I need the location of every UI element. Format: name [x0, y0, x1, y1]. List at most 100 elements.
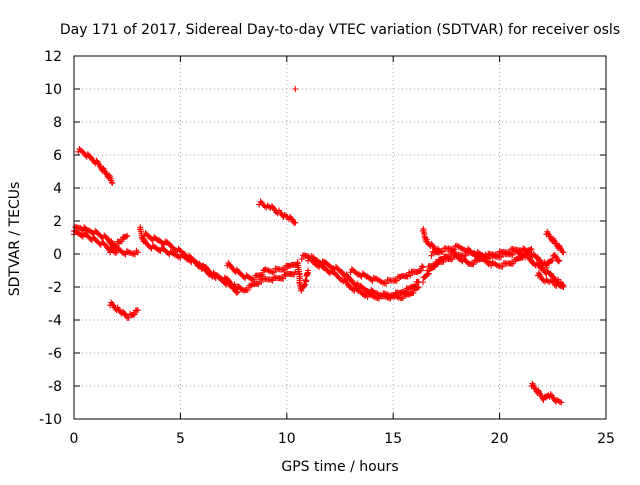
data-point	[559, 283, 566, 290]
data-point	[283, 213, 290, 220]
data-point	[122, 251, 129, 258]
data-point	[268, 276, 275, 283]
data-point	[549, 257, 556, 264]
data-point	[269, 277, 276, 284]
x-tick-label: 10	[278, 431, 296, 447]
data-point	[399, 295, 406, 302]
data-point	[378, 292, 385, 299]
data-point	[470, 261, 477, 268]
data-point	[109, 180, 116, 187]
data-point	[258, 279, 265, 286]
data-point	[196, 260, 203, 267]
data-point	[395, 294, 402, 301]
y-tick-label: -4	[48, 313, 62, 329]
data-point	[384, 294, 391, 301]
data-point	[113, 249, 120, 256]
data-point	[385, 295, 392, 302]
data-point	[373, 294, 380, 301]
y-tick-label: 0	[53, 247, 62, 263]
x-axis-label: GPS time / hours	[281, 459, 398, 475]
x-tick-label: 20	[491, 431, 509, 447]
data-point	[113, 242, 120, 249]
data-point	[446, 253, 453, 260]
data-point	[374, 295, 381, 302]
data-point	[378, 279, 385, 286]
data-point	[390, 292, 397, 299]
data-point	[459, 246, 466, 253]
data-point	[292, 86, 299, 92]
data-point	[556, 257, 563, 264]
data-point	[271, 205, 278, 212]
data-point	[259, 271, 266, 278]
data-point	[493, 262, 500, 268]
segment-main-track-upper	[71, 224, 141, 258]
data-point	[383, 280, 390, 287]
data-point	[482, 251, 489, 258]
data-point	[424, 267, 431, 274]
data-point	[560, 282, 567, 289]
x-tick-label: 15	[384, 431, 402, 447]
data-point	[376, 295, 383, 302]
data-point	[391, 292, 398, 299]
data-point	[383, 293, 390, 300]
data-layer	[71, 86, 567, 406]
data-point	[449, 256, 456, 263]
data-point	[417, 267, 424, 274]
data-point	[121, 250, 128, 257]
data-point	[483, 254, 490, 261]
y-tick-label: 2	[53, 214, 62, 230]
segment-high-decline-0	[75, 145, 116, 187]
data-point	[509, 260, 516, 267]
segment-outlier	[292, 86, 299, 92]
data-point	[434, 260, 441, 267]
y-tick-label: -2	[48, 280, 62, 296]
segment-drop-10-5	[294, 260, 312, 294]
segment-isolated-high-9	[256, 198, 299, 226]
data-point	[543, 264, 550, 271]
segment-mid-b	[141, 230, 299, 294]
data-point	[271, 269, 278, 276]
segment-rise-22	[543, 252, 563, 271]
data-point	[305, 267, 312, 274]
data-point	[557, 282, 564, 289]
data-point	[486, 258, 493, 265]
data-point	[419, 264, 426, 271]
data-point	[528, 246, 535, 253]
data-point	[281, 266, 288, 273]
data-point	[428, 252, 435, 259]
data-point	[560, 249, 567, 256]
data-point	[354, 280, 361, 287]
data-point	[495, 252, 502, 259]
data-point	[123, 233, 130, 240]
data-point	[263, 266, 270, 273]
data-point	[266, 268, 273, 275]
segment-mid-22	[543, 228, 567, 256]
data-point	[393, 293, 400, 300]
data-point	[272, 274, 279, 281]
data-point	[265, 267, 272, 274]
y-axis-label: SDTVAR / TECUs	[7, 182, 23, 297]
data-point	[506, 249, 513, 256]
data-point	[555, 258, 562, 265]
data-point	[414, 284, 421, 291]
y-tick-label: 10	[44, 82, 62, 98]
segment-short-rise-2	[107, 232, 131, 256]
data-point	[547, 391, 554, 398]
data-point	[292, 269, 299, 276]
data-point	[418, 263, 425, 270]
segment-wave-17	[424, 245, 550, 274]
data-point	[439, 248, 446, 255]
data-point	[280, 275, 287, 282]
data-point	[394, 293, 401, 300]
data-point	[257, 198, 264, 205]
data-point	[393, 277, 400, 284]
x-tick-label: 25	[597, 431, 615, 447]
data-point	[107, 249, 114, 256]
data-point	[266, 276, 273, 283]
data-point	[134, 249, 141, 256]
data-point	[298, 256, 305, 263]
data-point	[118, 238, 125, 245]
y-tick-label: -8	[48, 379, 62, 395]
data-point	[234, 288, 241, 295]
